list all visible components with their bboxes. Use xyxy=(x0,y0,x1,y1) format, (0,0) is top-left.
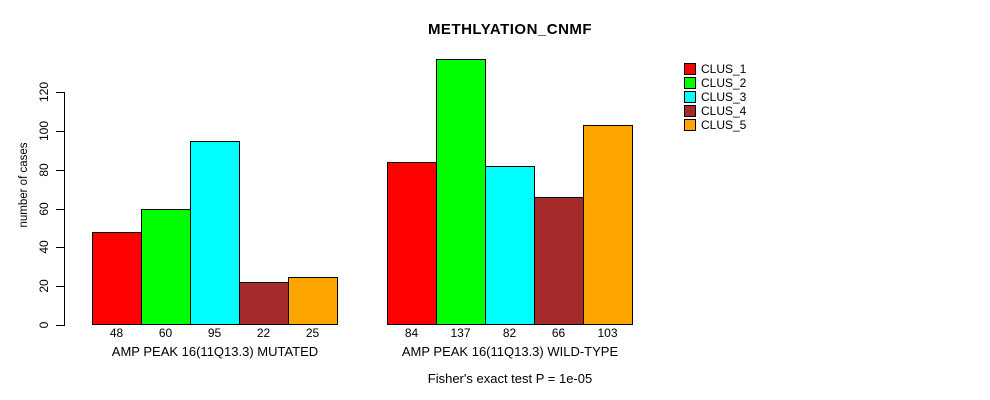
bar-clus-4-group2 xyxy=(534,196,584,325)
bar-clus-1-group1 xyxy=(92,231,142,325)
y-tick-label: 60 xyxy=(37,201,51,216)
bar-clus-3-group2 xyxy=(485,165,535,325)
bar-value-label: 22 xyxy=(256,326,271,340)
legend-swatch-clus-1 xyxy=(684,63,696,75)
y-tick-label: 40 xyxy=(37,240,51,254)
legend-swatch-clus-5 xyxy=(684,119,696,131)
annotation-text: Fisher's exact test P = 1e-05 xyxy=(427,371,593,386)
y-tick-mark xyxy=(56,286,65,288)
bar-clus-5-group2 xyxy=(583,125,633,325)
bar-value-label: 60 xyxy=(158,326,173,340)
y-tick-mark xyxy=(56,247,65,249)
bar-value-label: 137 xyxy=(450,326,471,340)
legend-label: CLUS_5 xyxy=(701,117,747,132)
legend-item: CLUS_3 xyxy=(684,90,746,104)
bar-value-label: 48 xyxy=(109,326,124,340)
y-tick-mark xyxy=(56,325,65,326)
y-tick-label: 0 xyxy=(37,321,51,329)
legend-item: CLUS_5 xyxy=(684,118,746,132)
y-tick-mark xyxy=(56,92,65,93)
y-tick-mark xyxy=(56,130,65,132)
legend-label: CLUS_4 xyxy=(701,103,747,118)
bar-clus-1-group2 xyxy=(387,161,437,325)
bar-value-label: 82 xyxy=(502,326,517,340)
legend-swatch-clus-4 xyxy=(684,105,696,117)
bar-value-label: 103 xyxy=(597,326,618,340)
y-tick-label: 120 xyxy=(37,81,51,103)
legend-item: CLUS_1 xyxy=(684,62,746,76)
group-label-2: AMP PEAK 16(11Q13.3) WILD-TYPE xyxy=(401,344,619,359)
bar-clus-4-group1 xyxy=(239,282,289,325)
group-label-1: AMP PEAK 16(11Q13.3) MUTATED xyxy=(111,344,319,359)
legend-item: CLUS_2 xyxy=(684,76,746,90)
bar-value-label: 66 xyxy=(551,326,566,340)
bar-clus-5-group1 xyxy=(288,276,338,325)
legend-label: CLUS_3 xyxy=(701,89,747,104)
legend-label: CLUS_1 xyxy=(701,61,747,76)
legend-label: CLUS_2 xyxy=(701,75,747,90)
y-tick-mark xyxy=(56,169,65,171)
bar-clus-2-group2 xyxy=(436,59,486,325)
bar-value-label: 95 xyxy=(207,326,222,340)
y-tick-label: 100 xyxy=(37,120,51,141)
legend-item: CLUS_4 xyxy=(684,104,746,118)
y-tick-label: 20 xyxy=(37,279,51,293)
bar-clus-3-group1 xyxy=(190,140,240,325)
bar-value-label: 25 xyxy=(305,326,320,340)
bar-clus-2-group1 xyxy=(141,208,191,325)
bar-value-label: 84 xyxy=(404,326,419,340)
legend-swatch-clus-3 xyxy=(684,91,696,103)
y-tick-label: 80 xyxy=(37,163,51,177)
y-tick-mark xyxy=(56,208,65,210)
chart-title: METHLYATION_CNMF xyxy=(427,21,593,38)
legend-swatch-clus-2 xyxy=(684,77,696,89)
